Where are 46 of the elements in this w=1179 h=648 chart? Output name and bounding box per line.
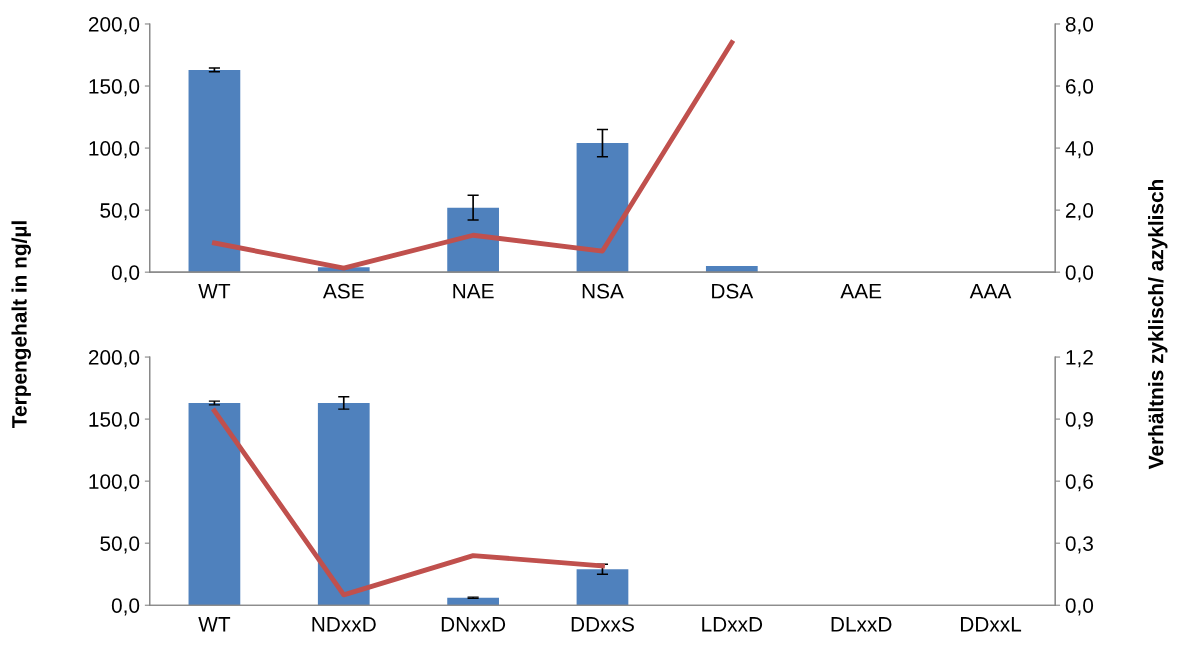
x-tick-label: NDxxD	[312, 617, 376, 632]
bar	[188, 402, 241, 606]
x-tick-label: AAE	[840, 284, 882, 299]
x-tick-label: NSA	[582, 283, 624, 299]
bar	[317, 402, 370, 606]
y-tick-label: 150,0	[89, 79, 140, 97]
bar	[576, 143, 629, 273]
y-tick-label: 50,0	[100, 203, 140, 221]
y2-tick-label: 0,9	[1065, 412, 1093, 430]
y2-tick-label: 0,6	[1065, 474, 1093, 492]
bar	[188, 69, 241, 273]
line-series	[211, 40, 735, 271]
y2-tick-label: 4,0	[1065, 141, 1094, 159]
y-tick-label: 100,0	[89, 474, 140, 492]
y-tick-label: 100,0	[89, 141, 140, 159]
y2-tick-label: 6,0	[1065, 79, 1094, 97]
bar	[705, 265, 758, 273]
y2-axis-title: Verhältnis zyklisch/ azyklisch	[1148, 179, 1168, 470]
x-tick-label: DDxxS	[571, 616, 634, 632]
y-tick-label: 200,0	[88, 350, 140, 368]
y-tick-label: 200,0	[88, 16, 140, 35]
y-tick-label: 0,0	[111, 598, 140, 616]
x-tick-label: WT	[198, 617, 231, 632]
x-tick-label: DSA	[712, 283, 754, 299]
y-tick-label: 50,0	[100, 536, 140, 554]
x-tick-label: DLxxD	[831, 617, 892, 632]
y2-tick-label: 0,0	[1065, 265, 1094, 283]
x-tick-label: ASE	[322, 283, 364, 299]
x-tick-label: AAA	[969, 284, 1012, 299]
x-tick-label: DNxxD	[441, 617, 506, 632]
y2-tick-label: 0,0	[1065, 598, 1094, 616]
bar	[447, 597, 499, 606]
y2-tick-label: 8,0	[1065, 16, 1094, 35]
x-tick-label: NAE	[453, 284, 494, 299]
y2-tick-label: 2,0	[1065, 203, 1094, 221]
y2-tick-label: 1,2	[1066, 350, 1093, 368]
y-tick-label: 0,0	[111, 265, 140, 283]
x-tick-label: DDxxL	[960, 617, 1022, 632]
y2-tick-label: 0,3	[1065, 536, 1093, 554]
bar	[576, 569, 629, 606]
x-tick-label: WT	[198, 284, 231, 299]
line-series	[211, 408, 605, 598]
y-tick-label: 150,0	[89, 412, 140, 430]
bar	[447, 207, 499, 273]
x-tick-label: LDxxD	[702, 617, 763, 632]
y-axis-title: Terpengehalt in ng/µl	[11, 221, 31, 428]
